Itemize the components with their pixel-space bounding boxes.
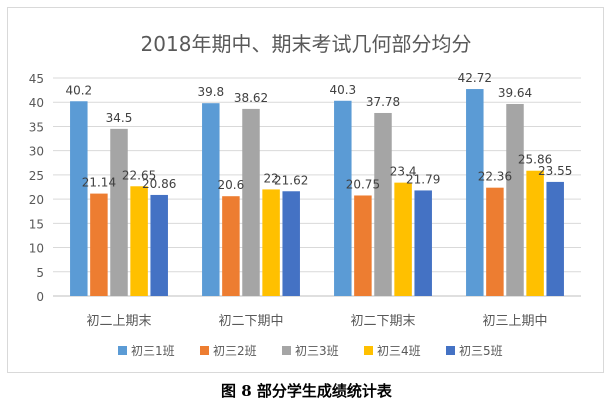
data-label: 40.2 — [65, 83, 92, 97]
bar — [222, 196, 240, 296]
legend-swatch — [446, 346, 455, 355]
data-label: 39.64 — [498, 86, 532, 100]
bar — [150, 194, 168, 296]
chart-frame: 2018年期中、期末考试几何部分均分 0 5 10 15 20 25 30 35 40 45 40… — [7, 7, 604, 373]
x-tick-label: 初二上期末 — [86, 314, 151, 329]
legend-item: 初三2班 — [200, 344, 257, 358]
legend-label: 初三4班 — [377, 344, 421, 358]
legend: 初三1班 初三2班 初三3班 初三4班 初三5班 — [118, 344, 503, 358]
bars — [70, 89, 564, 297]
legend-label: 初三1班 — [131, 344, 175, 358]
bar — [70, 101, 88, 297]
x-tick-label: 初二下期中 — [218, 314, 283, 329]
legend-swatch — [364, 346, 373, 355]
bar — [506, 103, 524, 297]
data-label: 37.78 — [366, 95, 400, 109]
data-label: 21.79 — [406, 172, 440, 186]
y-tick-label: 20 — [29, 193, 44, 207]
figure-caption: 图 8 部分学生成绩统计表 — [221, 382, 392, 400]
bar — [414, 190, 432, 296]
legend-item: 初三3班 — [282, 344, 339, 358]
bar-chart: 2018年期中、期末考试几何部分均分 0 5 10 15 20 25 30 35 40 45 40… — [29, 32, 581, 358]
data-label: 22.36 — [478, 170, 512, 184]
legend-label: 初三2班 — [213, 344, 257, 358]
legend-swatch — [118, 346, 127, 355]
bar — [466, 89, 484, 296]
y-axis-ticks: 0 5 10 15 20 25 30 35 40 45 — [29, 72, 44, 304]
data-label: 22.65 — [122, 168, 156, 182]
bar — [110, 128, 128, 296]
y-tick-label: 0 — [36, 290, 44, 304]
bar — [262, 189, 280, 296]
y-tick-label: 5 — [36, 266, 44, 280]
data-label: 21.62 — [274, 173, 308, 187]
bar — [242, 108, 260, 296]
legend-item: 初三1班 — [118, 344, 175, 358]
legend-swatch — [282, 346, 291, 355]
y-tick-label: 30 — [29, 145, 44, 159]
y-tick-label: 15 — [29, 217, 44, 231]
data-label: 39.8 — [197, 85, 224, 99]
legend-label: 初三3班 — [295, 344, 339, 358]
data-label: 23.55 — [538, 164, 572, 178]
bar — [486, 187, 504, 296]
bar — [282, 191, 300, 296]
legend-swatch — [200, 346, 209, 355]
y-tick-label: 45 — [29, 72, 44, 86]
data-label: 22 — [263, 171, 278, 185]
x-tick-label: 初二下期末 — [350, 314, 415, 329]
y-tick-label: 10 — [29, 242, 44, 256]
bar — [130, 186, 148, 296]
bar — [90, 193, 108, 296]
bar — [202, 103, 220, 297]
bar — [374, 112, 392, 296]
bar — [394, 182, 412, 296]
bar — [546, 181, 564, 296]
bar — [354, 195, 372, 296]
chart-title: 2018年期中、期末考试几何部分均分 — [141, 32, 472, 56]
y-tick-label: 25 — [29, 169, 44, 183]
bar — [526, 170, 544, 296]
data-label: 42.72 — [458, 71, 492, 85]
data-label: 20.86 — [142, 177, 176, 191]
legend-label: 初三5班 — [459, 344, 503, 358]
y-tick-label: 40 — [29, 96, 44, 110]
data-label: 25.86 — [518, 153, 552, 167]
data-label: 40.3 — [329, 83, 356, 97]
x-axis-ticks: 初二上期末 初二下期中 初二下期末 初三上期中 — [86, 314, 547, 329]
x-tick-label: 初三上期中 — [482, 314, 547, 329]
data-label: 20.75 — [346, 177, 380, 191]
y-tick-label: 35 — [29, 120, 44, 134]
data-label: 21.14 — [82, 176, 116, 190]
bar — [334, 100, 352, 296]
data-label: 34.5 — [106, 111, 133, 125]
data-label: 23.4 — [390, 165, 417, 179]
data-label: 20.6 — [218, 178, 245, 192]
legend-item: 初三4班 — [364, 344, 421, 358]
data-labels: 40.221.1434.522.6520.8639.820.638.622221… — [65, 71, 572, 192]
legend-item: 初三5班 — [446, 344, 503, 358]
data-label: 38.62 — [234, 91, 268, 105]
